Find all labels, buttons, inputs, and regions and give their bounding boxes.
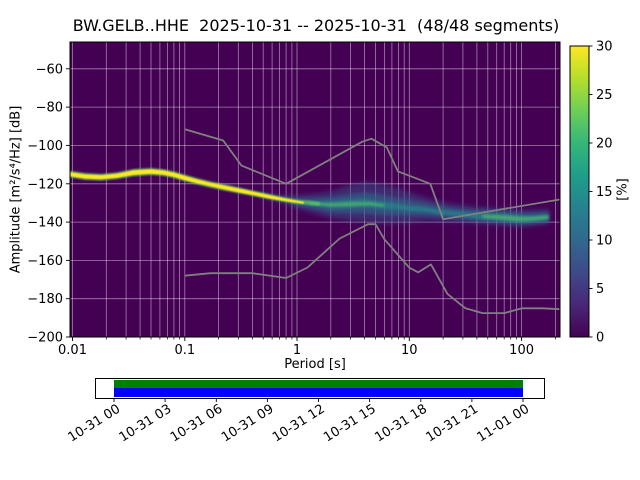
coverage-tick-label: 10-31 03 [117, 402, 175, 446]
coverage-tick-label: 10-31 18 [372, 402, 430, 446]
y-tick-label: −120 [27, 177, 63, 192]
coverage-tick-label: 10-31 15 [321, 402, 379, 446]
y-tick-label: −100 [27, 139, 63, 154]
coverage-tick-label: 10-31 21 [423, 402, 481, 446]
y-tick-label: −200 [27, 331, 63, 346]
colorbar-label: [%] [615, 178, 631, 201]
x-tick-label: 0.01 [58, 343, 87, 358]
plot-area [70, 42, 560, 337]
x-axis-label: Period [s] [284, 357, 346, 372]
y-tick-label: −160 [27, 254, 63, 269]
coverage-tick-label: 10-31 09 [219, 402, 277, 446]
colorbar-frame [569, 45, 590, 338]
plot-frame [69, 41, 561, 338]
high-noise-model-line [184, 128, 560, 221]
colorbar-tick-label: 10 [596, 234, 613, 249]
psd-density-mode-line-yellow [70, 169, 304, 204]
psd-density-line-fringe-green [70, 167, 320, 206]
colorbar-tick-label: 20 [596, 137, 613, 152]
coverage-tick-label: 10-31 00 [66, 402, 124, 446]
colorbar-tick-label: 0 [596, 331, 604, 346]
plot-title: BW.GELB..HHE 2025-10-31 -- 2025-10-31 (4… [72, 16, 560, 35]
coverage-bar-frame [95, 378, 545, 399]
colorbar-tick-label: 25 [596, 88, 613, 103]
colorbar-tick-label: 5 [596, 282, 604, 297]
y-tick-label: −140 [27, 216, 63, 231]
x-tick-label: 0.1 [174, 343, 195, 358]
x-tick-label: 100 [509, 343, 534, 358]
colorbar-gradient [570, 46, 589, 337]
coverage-tick-label: 11-01 00 [475, 402, 533, 446]
psd-density-green-core-microseism [309, 202, 385, 207]
x-tick-label: 1 [293, 343, 301, 358]
y-tick-label: −60 [36, 62, 63, 77]
y-tick-label: −80 [36, 101, 63, 116]
coverage-bar-processed [114, 380, 523, 388]
psd-density-green-core-long-period [482, 214, 549, 222]
plot-background [70, 42, 560, 337]
y-tick-label: −180 [27, 292, 63, 307]
coverage-bar-data [114, 388, 523, 397]
colorbar-tick-label: 15 [596, 185, 613, 200]
colorbar-tick-label: 30 [596, 40, 613, 55]
coverage-tick-label: 10-31 12 [270, 402, 328, 446]
x-tick-label: 10 [401, 343, 418, 358]
y-axis-label: Amplitude [m²/s⁴/Hz] [dB] [8, 105, 24, 274]
low-noise-model-line [184, 223, 560, 314]
coverage-tick-label: 10-31 06 [168, 402, 226, 446]
